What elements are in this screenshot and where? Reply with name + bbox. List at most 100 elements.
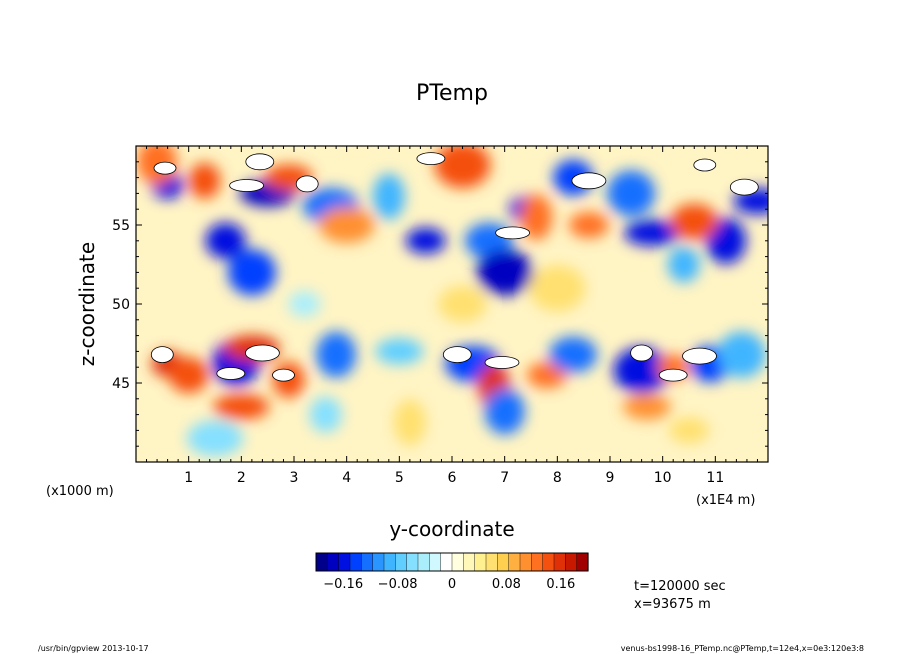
heatmap-feature-43 bbox=[187, 420, 243, 457]
white-patch-15 bbox=[630, 344, 653, 362]
y-unit-label: (x1000 m) bbox=[46, 484, 114, 499]
heatmap-feature-38 bbox=[717, 331, 766, 378]
x-tick-label: 9 bbox=[606, 470, 615, 486]
x-tick-label: 7 bbox=[500, 470, 509, 486]
heatmap-feature-46 bbox=[438, 286, 487, 322]
colorbar-label: 0 bbox=[448, 577, 456, 592]
colorbar-swatch bbox=[463, 552, 476, 572]
colorbar-swatch bbox=[361, 552, 374, 572]
white-patch-12 bbox=[272, 368, 295, 382]
colorbar-swatch bbox=[338, 552, 351, 572]
heatmap-feature-2 bbox=[227, 249, 276, 296]
heatmap-feature-1 bbox=[205, 222, 246, 259]
heatmap-feature-44 bbox=[393, 399, 426, 446]
y-axis-label: z-coordinate bbox=[75, 242, 99, 366]
colorbar-swatch bbox=[508, 552, 521, 572]
colorbar-swatch bbox=[451, 552, 464, 572]
heatmap-feature-34 bbox=[549, 336, 598, 373]
heatmap-feature-8 bbox=[372, 173, 405, 220]
colorbar-swatch bbox=[519, 552, 532, 572]
colorbar-label: 0.08 bbox=[492, 577, 521, 592]
colorbar-swatch bbox=[429, 552, 442, 572]
colorbar-swatch bbox=[553, 552, 566, 572]
heatmap-feature-40 bbox=[309, 396, 342, 433]
colorbar-frame bbox=[315, 552, 589, 572]
heatmap-feature-14 bbox=[607, 170, 656, 217]
colorbar-swatch bbox=[327, 552, 340, 572]
colorbar-labels: −0.16 −0.08 0 0.08 0.16 bbox=[323, 577, 575, 592]
colorbar-swatch bbox=[349, 552, 362, 572]
white-patch-17 bbox=[682, 347, 717, 365]
heatmap-feature-4 bbox=[188, 162, 221, 199]
heatmap-field bbox=[136, 146, 768, 462]
colorbar-label: −0.16 bbox=[323, 577, 363, 592]
x-axis-label: y-coordinate bbox=[389, 517, 514, 541]
white-patch-16 bbox=[658, 368, 688, 382]
y-tick-label: 55 bbox=[112, 218, 130, 234]
heatmap-feature-29 bbox=[316, 331, 357, 378]
position-annotation: x=93675 m bbox=[634, 597, 711, 612]
heatmap-feature-45 bbox=[669, 417, 709, 444]
x-axis-ticks: 1 2 3 4 5 6 7 8 9 10 11 bbox=[135, 146, 769, 486]
white-patch-3 bbox=[295, 175, 319, 193]
colorbar-swatch bbox=[542, 552, 555, 572]
white-patch-1 bbox=[245, 153, 275, 171]
heatmap-feature-15 bbox=[624, 219, 681, 246]
footer-left: /usr/bin/gpview 2013-10-17 bbox=[38, 644, 149, 653]
colorbar-swatch bbox=[406, 552, 419, 572]
white-patch-14 bbox=[484, 356, 520, 369]
heatmap-feature-20 bbox=[520, 194, 553, 241]
x-tick-label: 10 bbox=[654, 470, 672, 486]
heatmap-feature-16 bbox=[667, 246, 700, 283]
colorbar-swatch bbox=[395, 552, 408, 572]
heatmap-feature-35 bbox=[613, 347, 670, 394]
colorbar-swatch bbox=[383, 552, 396, 572]
white-patch-2 bbox=[229, 179, 265, 192]
white-patch-13 bbox=[442, 346, 472, 364]
y-axis-ticks: 45 50 55 bbox=[112, 145, 768, 463]
white-patch-7 bbox=[729, 178, 759, 196]
y-tick-label: 50 bbox=[112, 297, 130, 313]
heatmap-white-patches bbox=[150, 152, 759, 382]
heatmap-feature-25 bbox=[168, 357, 209, 394]
colorbar-swatch bbox=[497, 552, 510, 572]
colorbar-swatch bbox=[440, 552, 453, 572]
colorbar-swatch bbox=[531, 552, 544, 572]
white-patch-10 bbox=[216, 367, 246, 380]
colorbar-swatch bbox=[474, 552, 487, 572]
heatmap-feature-47 bbox=[529, 265, 586, 312]
heatmap-feature-42 bbox=[622, 393, 671, 420]
colorbar-swatch bbox=[417, 552, 430, 572]
x-tick-label: 11 bbox=[706, 470, 724, 486]
heatmap-feature-30 bbox=[375, 338, 424, 365]
heatmap-feature-19 bbox=[318, 207, 375, 243]
footer-right: venus-bs1998-16_PTemp.nc@PTemp,t=12e4,x=… bbox=[621, 644, 864, 653]
heatmap-feature-41 bbox=[484, 388, 525, 435]
x-tick-label: 8 bbox=[553, 470, 562, 486]
white-patch-4 bbox=[416, 152, 446, 166]
white-patch-11 bbox=[244, 344, 280, 362]
x-tick-label: 1 bbox=[184, 470, 193, 486]
heatmap-feature-33 bbox=[526, 362, 567, 389]
white-patch-8 bbox=[495, 226, 530, 240]
white-patch-6 bbox=[693, 158, 717, 172]
chart-title: PTemp bbox=[416, 81, 488, 106]
x-tick-label: 4 bbox=[342, 470, 351, 486]
white-patch-9 bbox=[150, 346, 174, 364]
colorbar bbox=[315, 552, 589, 572]
x-tick-label: 5 bbox=[395, 470, 404, 486]
x-unit-label: (x1E4 m) bbox=[696, 493, 755, 508]
colorbar-swatch bbox=[315, 552, 328, 572]
y-tick-label: 45 bbox=[112, 376, 130, 392]
colorbar-swatch bbox=[485, 552, 498, 572]
heatmap-feature-48 bbox=[288, 291, 321, 317]
colorbar-swatch bbox=[372, 552, 385, 572]
heatmap-feature-23 bbox=[434, 146, 491, 188]
colorbar-swatch bbox=[576, 552, 589, 572]
white-patch-5 bbox=[571, 172, 607, 190]
heatmap-features bbox=[137, 146, 768, 457]
white-patch-0 bbox=[153, 161, 177, 175]
heatmap-feature-11 bbox=[476, 249, 533, 296]
colorbar-label: −0.08 bbox=[378, 577, 418, 592]
